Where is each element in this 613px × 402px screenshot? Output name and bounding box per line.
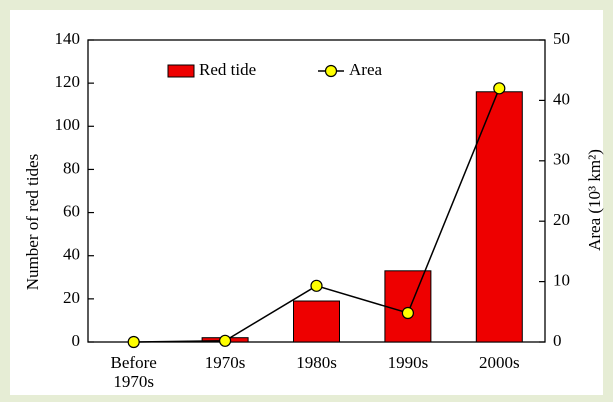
y2-axis-label: Area (10³ km²) (585, 149, 604, 251)
y2-tick-label: 40 (553, 89, 570, 108)
x-tick-label: Before 1970s (110, 353, 157, 391)
y2-tick-label: 30 (553, 150, 570, 169)
legend-label: Area (349, 60, 382, 79)
y-tick-label: 20 (63, 288, 80, 307)
y2-tick-label: 50 (553, 29, 570, 48)
line-point (219, 334, 232, 347)
y2-tick-label: 10 (553, 271, 570, 290)
y-axis-label: Number of red tides (23, 154, 42, 290)
x-tick-label: 1980s (296, 353, 337, 372)
y-tick-label: 120 (55, 72, 81, 91)
line-point (310, 279, 323, 292)
legend-swatch (167, 64, 195, 78)
bar (384, 270, 432, 343)
legend-swatch (324, 64, 338, 78)
line-point (401, 306, 414, 320)
line-point (127, 335, 140, 349)
y-tick-label: 60 (63, 201, 80, 220)
legend-label: Red tide (199, 60, 256, 79)
bar (475, 91, 523, 343)
y-tick-label: 0 (72, 331, 81, 350)
y-tick-label: 100 (55, 115, 81, 134)
bar (293, 300, 340, 343)
x-tick-label: 1990s (387, 353, 429, 372)
y2-tick-label: 20 (553, 210, 570, 229)
x-tick-label: 1970s (204, 353, 246, 372)
x-tick-label: 2000s (478, 353, 520, 372)
y-tick-label: 80 (63, 158, 80, 177)
line-point (493, 82, 506, 95)
y-tick-label: 40 (63, 245, 80, 264)
y2-tick-label: 0 (553, 331, 562, 350)
y-tick-label: 140 (55, 29, 81, 48)
